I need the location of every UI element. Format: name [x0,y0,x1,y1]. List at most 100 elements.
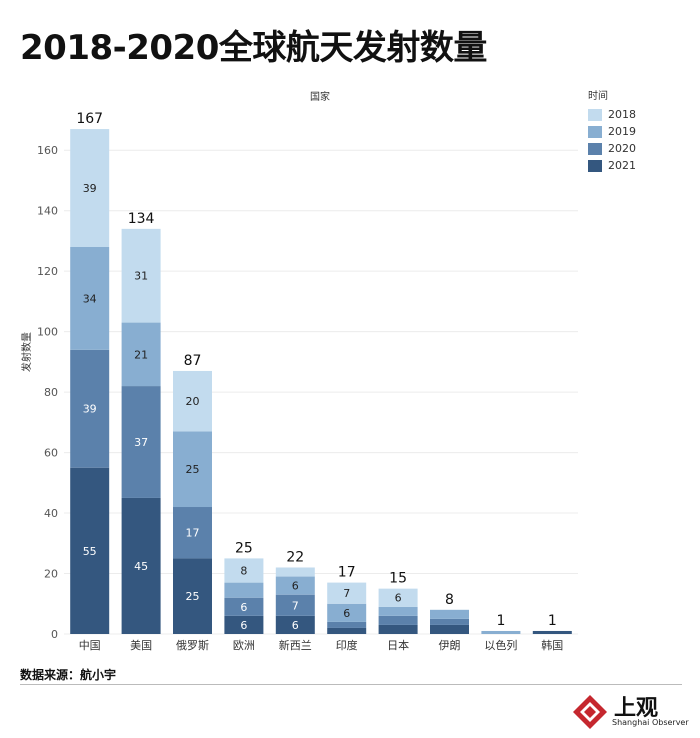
legend-item: 2019 [588,123,636,140]
shanghai-observer-logo: 上观 Shanghai Observer [572,692,692,732]
segment-label: 6 [395,592,402,605]
segment-label: 45 [134,560,148,573]
segment-label: 37 [134,436,148,449]
y-tick-label: 20 [44,568,58,581]
logo-text-en: Shanghai Observer [612,718,689,727]
bar-segment [121,386,161,498]
legend-swatch [588,159,602,172]
bar-segment [224,558,264,583]
data-source: 数据来源：航小宇 [20,668,117,682]
logo-mark-icon [573,695,607,729]
category-label: 新西兰 [279,638,312,652]
legend-swatch [588,142,602,155]
bar-segment [173,558,212,634]
segment-label: 17 [186,527,200,540]
bar-segment [70,246,110,350]
total-label: 22 [286,549,304,565]
bar-segment [481,630,521,634]
total-label: 87 [184,353,202,369]
legend-label: 2020 [608,142,636,155]
legend-item: 2018 [588,106,636,123]
legend-item: 2020 [588,140,636,157]
segment-label: 39 [83,182,97,195]
bar-segment [378,588,418,607]
legend-title: 时间 [588,91,608,102]
bar-segment [70,129,110,247]
bar-segment [70,349,110,468]
segment-label: 8 [240,565,247,578]
segment-label: 34 [83,292,97,305]
y-tick-label: 0 [51,628,58,641]
bar-segment [275,615,315,634]
category-label: 以色列 [484,638,517,652]
bar-segment [121,497,161,634]
segment-label: 6 [240,601,247,614]
segment-label: 6 [292,580,299,593]
bar-segment [121,322,161,387]
segment-label: 6 [343,607,350,620]
legend-item: 2021 [588,157,636,174]
total-label: 167 [76,111,103,127]
y-tick-label: 100 [37,326,58,339]
bar-segment [532,630,572,634]
category-label: 中国 [79,639,101,652]
total-label: 8 [445,592,454,608]
chart-title: 2018-2020全球航天发射数量 [20,28,487,68]
bar-segment [173,507,212,559]
legend-swatch [588,125,602,138]
bar-segment [121,228,161,323]
legend-label: 2021 [608,159,636,172]
bar-segment [275,576,315,595]
bar-segment [430,609,469,619]
segment-label: 6 [240,619,247,632]
segment-label: 7 [343,587,350,600]
category-label: 美国 [130,639,152,652]
total-label: 15 [389,571,407,587]
footer-divider [20,684,682,685]
bar-segment [327,603,367,622]
bar-segment [275,567,315,577]
bar-segment [173,431,212,508]
category-label: 欧洲 [233,639,255,652]
total-label: 1 [496,613,505,629]
category-label: 韩国 [541,638,563,652]
legend-label: 2019 [608,125,636,138]
y-tick-label: 120 [37,265,58,278]
total-label: 134 [128,211,155,227]
total-label: 1 [548,613,557,629]
category-label: 俄罗斯 [176,639,209,652]
y-tick-label: 160 [37,144,58,157]
segment-label: 55 [83,545,97,558]
logo-text-cn: 上观 [614,696,659,721]
x-axis-title: 国家 [310,92,330,103]
segment-label: 31 [134,270,148,283]
y-tick-label: 60 [44,447,58,460]
bar-segment [173,370,212,432]
total-label: 25 [235,540,253,556]
category-label: 印度 [336,638,358,652]
legend-label: 2018 [608,108,636,121]
segment-label: 6 [292,619,299,632]
bar-segment [224,615,264,634]
bar-segment [378,606,418,616]
bar-segment [327,621,367,628]
legend-swatch [588,108,602,121]
segment-label: 20 [186,395,200,408]
segment-label: 25 [186,590,200,603]
segment-label: 39 [83,403,97,416]
bar-segment [327,627,367,634]
legend: 时间 2018 2019 2020 2021 [588,87,636,174]
y-tick-label: 40 [44,507,58,520]
segment-label: 21 [134,348,148,361]
category-label: 日本 [387,638,409,652]
segment-label: 7 [292,599,299,612]
bar-segment [275,594,315,616]
bar-segment [70,467,110,634]
bar-segment [224,582,264,598]
bar-segment [224,597,264,616]
bar-segment [378,624,418,634]
bar-segment [327,582,367,604]
y-tick-label: 80 [44,386,58,399]
category-label: 伊朗 [439,639,461,652]
